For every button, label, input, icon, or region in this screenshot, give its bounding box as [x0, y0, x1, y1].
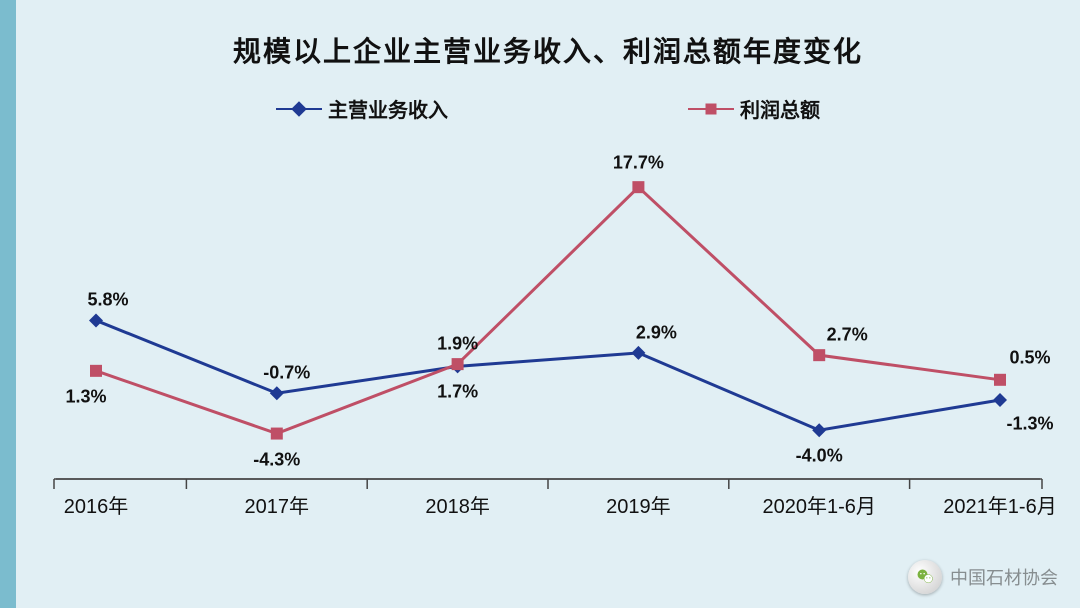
- wechat-icon: [915, 567, 935, 587]
- data-label: 5.8%: [87, 290, 128, 311]
- data-label: 2.7%: [827, 325, 868, 346]
- data-label: -4.0%: [796, 446, 843, 467]
- legend-marker-revenue: [276, 108, 322, 110]
- data-label: 0.5%: [1009, 347, 1050, 368]
- data-label: 17.7%: [613, 153, 664, 174]
- data-label: 1.3%: [65, 386, 106, 407]
- plot-svg: [46, 133, 1050, 523]
- data-label: -4.3%: [253, 449, 300, 470]
- x-axis-label: 2020年1-6月: [762, 490, 875, 519]
- x-axis-label: 2016年: [64, 490, 129, 519]
- watermark-avatar: [908, 560, 942, 594]
- legend: 主营业务收入 利润总额: [46, 94, 1050, 123]
- data-label: -0.7%: [263, 363, 310, 384]
- left-accent-strip: [0, 0, 16, 608]
- legend-item-revenue: 主营业务收入: [276, 94, 448, 123]
- x-axis-label: 2017年: [245, 490, 310, 519]
- watermark-text: 中国石材协会: [950, 564, 1058, 590]
- plot-area: 5.8% -0.7% 1.7% 2.9% -4.0% -1.3% 1.3% -4.3% 1.9%…: [46, 133, 1050, 523]
- watermark: 中国石材协会: [908, 560, 1058, 594]
- legend-label-revenue: 主营业务收入: [328, 94, 448, 123]
- x-axis-label: 2019年: [606, 490, 671, 519]
- data-label: 1.7%: [437, 382, 478, 403]
- x-axis-label: 2021年1-6月: [943, 490, 1056, 519]
- data-label: -1.3%: [1006, 413, 1053, 434]
- x-axis-label: 2018年: [425, 490, 490, 519]
- legend-label-profit: 利润总额: [740, 94, 820, 123]
- legend-marker-profit: [688, 108, 734, 110]
- data-label: 1.9%: [437, 334, 478, 355]
- chart-title: 规模以上企业主营业务收入、利润总额年度变化: [46, 30, 1050, 70]
- chart-container: 规模以上企业主营业务收入、利润总额年度变化 主营业务收入 利润总额 5.8% -0…: [16, 0, 1080, 608]
- legend-item-profit: 利润总额: [688, 94, 820, 123]
- data-label: 2.9%: [636, 322, 677, 343]
